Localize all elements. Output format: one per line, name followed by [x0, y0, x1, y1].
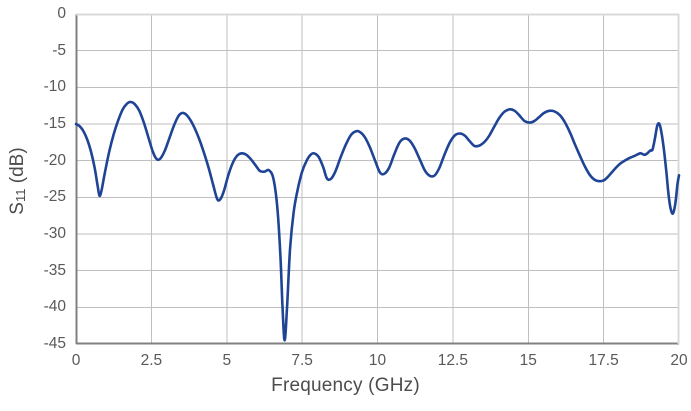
y-axis-title-subscript: 11 — [13, 188, 28, 203]
y-tick-label: -30 — [43, 225, 66, 242]
plot-area — [74, 13, 681, 345]
y-tick-label: -15 — [43, 115, 66, 132]
x-axis-title: Frequency (GHz) — [271, 375, 420, 396]
y-tick-label: -40 — [43, 298, 66, 316]
y-axis-title-base: S — [7, 202, 28, 215]
data-series-s11 — [74, 100, 681, 342]
grid-lines — [75, 13, 680, 345]
y-tick-label: -20 — [43, 151, 66, 169]
x-tick-label: 7.5 — [291, 352, 313, 369]
x-tick-label: 17.5 — [588, 352, 619, 369]
y-tick-label: -45 — [43, 335, 66, 352]
x-tick-label: 0 — [71, 352, 81, 369]
x-tick-label: 10 — [368, 352, 387, 369]
x-tick-label: 12.5 — [437, 352, 468, 369]
x-tick-label: 2.5 — [140, 352, 163, 369]
x-tick-label: 20 — [670, 352, 688, 369]
y-axis-title: S11 (dB) — [7, 81, 29, 281]
x-tick-label: 15 — [519, 352, 537, 369]
y-tick-label: -10 — [43, 78, 66, 96]
y-tick-label: -5 — [52, 41, 66, 59]
x-tick-label: 5 — [222, 352, 232, 369]
y-tick-label: -25 — [43, 188, 66, 206]
y-axis-title-unit: (dB) — [7, 147, 28, 189]
y-tick-label: -35 — [43, 261, 66, 279]
y-tick-label: 0 — [57, 5, 66, 22]
